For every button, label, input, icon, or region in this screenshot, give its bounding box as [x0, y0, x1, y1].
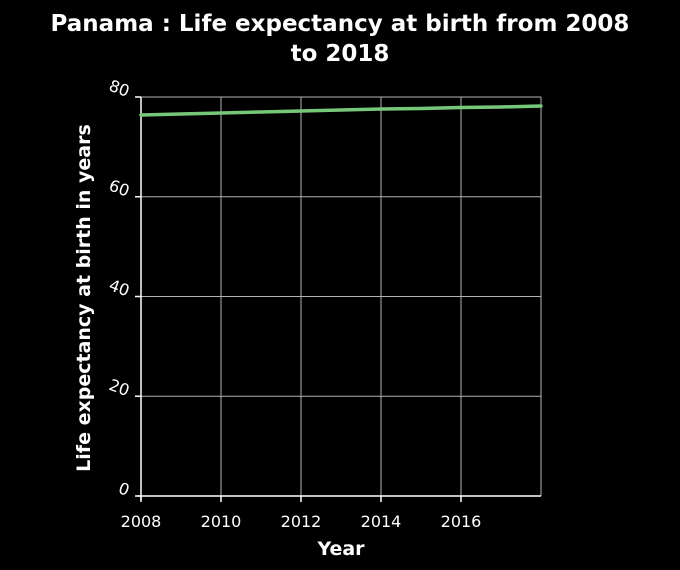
series-line-0: [139, 104, 543, 117]
y-tick-label-80: 80: [107, 76, 133, 101]
axes: [135, 96, 541, 502]
series: [139, 104, 543, 117]
chart-title-line-2: to 2018: [291, 41, 390, 67]
x-tick-label-2016: 2016: [441, 512, 482, 531]
grid: [140, 96, 542, 497]
x-tick-label-2012: 2012: [281, 512, 322, 531]
y-tick-label-0: 0: [116, 478, 132, 499]
tick-labels: 0 20 40 60 80 2008 2010 2012 2014 2016: [107, 76, 482, 531]
y-tick-label-40: 40: [107, 275, 133, 300]
x-axis-label: Year: [316, 538, 365, 560]
y-tick-label-20: 20: [107, 375, 133, 400]
x-tick-label-2008: 2008: [121, 512, 162, 531]
x-tick-label-2014: 2014: [361, 512, 402, 531]
y-axis-label: Life expectancy at birth in years: [73, 124, 95, 472]
x-tick-label-2010: 2010: [201, 512, 242, 531]
chart-title-line-1: Panama : Life expectancy at birth from 2…: [51, 11, 630, 37]
y-tick-label-60: 60: [107, 176, 133, 201]
